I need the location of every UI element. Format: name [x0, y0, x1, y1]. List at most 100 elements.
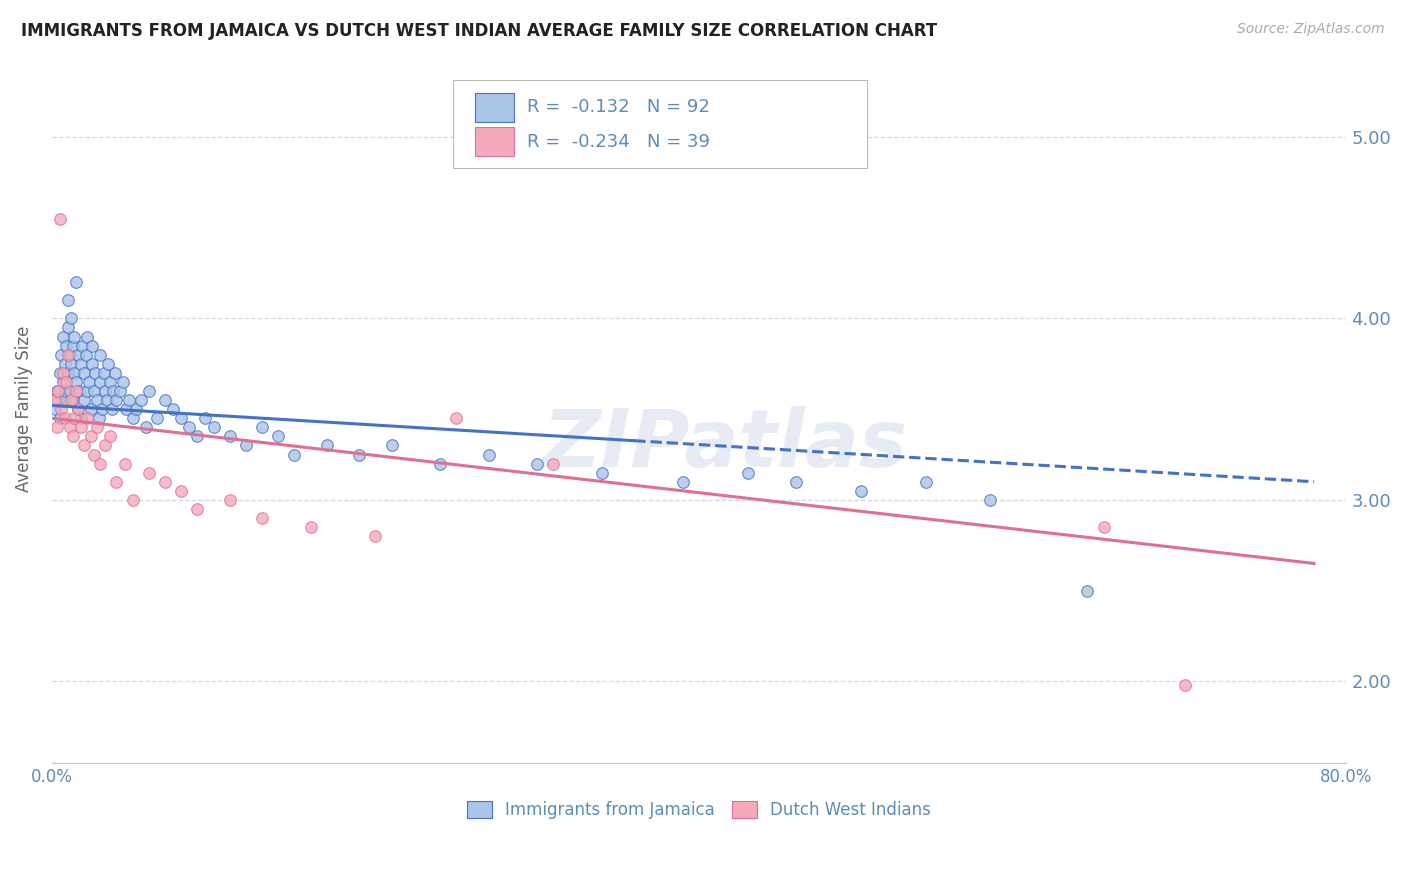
Point: [52, 366, 75, 380]
Point: [979, 492, 1001, 507]
Point: [67, 384, 90, 398]
Point: [73, 392, 96, 407]
Y-axis label: Average Family Size: Average Family Size: [15, 326, 32, 492]
Point: [121, 492, 143, 507]
Point: [51, 402, 73, 417]
Point: [218, 492, 240, 507]
Point: [86, 420, 108, 434]
Point: [785, 475, 807, 489]
Point: [58, 384, 80, 398]
Point: [87, 411, 110, 425]
Point: [76, 411, 98, 425]
Point: [53, 411, 76, 425]
Point: [170, 411, 193, 425]
Point: [52, 329, 75, 343]
Point: [186, 502, 208, 516]
Point: [63, 411, 86, 425]
Point: [97, 357, 120, 371]
Point: [179, 420, 201, 434]
Point: [84, 366, 107, 380]
Point: [45, 420, 67, 434]
Point: [186, 429, 208, 443]
Point: [153, 475, 176, 489]
Text: IMMIGRANTS FROM JAMAICA VS DUTCH WEST INDIAN AVERAGE FAMILY SIZE CORRELATION CHA: IMMIGRANTS FROM JAMAICA VS DUTCH WEST IN…: [21, 22, 938, 40]
Point: [55, 384, 77, 398]
Point: [63, 366, 86, 380]
Point: [162, 402, 184, 417]
Point: [202, 420, 225, 434]
Point: [60, 311, 83, 326]
FancyBboxPatch shape: [475, 127, 515, 156]
Point: [66, 402, 89, 417]
Point: [672, 475, 695, 489]
Point: [96, 392, 118, 407]
Point: [73, 438, 96, 452]
Point: [70, 420, 93, 434]
Point: [49, 211, 72, 226]
Point: [62, 429, 84, 443]
Point: [76, 329, 98, 343]
Point: [82, 357, 104, 371]
Point: [94, 384, 117, 398]
Point: [65, 384, 87, 398]
Point: [138, 384, 160, 398]
Text: Source: ZipAtlas.com: Source: ZipAtlas.com: [1237, 22, 1385, 37]
Point: [429, 457, 451, 471]
FancyBboxPatch shape: [453, 80, 868, 169]
Point: [66, 402, 89, 417]
Point: [591, 466, 613, 480]
Point: [60, 357, 83, 371]
Point: [118, 392, 141, 407]
Point: [75, 348, 97, 362]
Point: [65, 275, 87, 289]
Point: [121, 411, 143, 425]
Point: [89, 348, 111, 362]
Point: [53, 357, 76, 371]
Point: [111, 375, 134, 389]
Point: [364, 529, 387, 543]
Text: R =  -0.234   N = 39: R = -0.234 N = 39: [527, 133, 710, 152]
Point: [115, 402, 138, 417]
Point: [51, 348, 73, 362]
Point: [44, 392, 66, 407]
Point: [73, 366, 96, 380]
Point: [299, 520, 322, 534]
Point: [135, 420, 157, 434]
Point: [108, 384, 131, 398]
Point: [98, 375, 121, 389]
Point: [347, 448, 370, 462]
Point: [72, 338, 94, 352]
Point: [93, 366, 115, 380]
Point: [79, 429, 101, 443]
Point: [1092, 520, 1115, 534]
FancyBboxPatch shape: [475, 93, 515, 122]
Point: [46, 384, 69, 398]
Legend: Immigrants from Jamaica, Dutch West Indians: Immigrants from Jamaica, Dutch West Indi…: [460, 794, 938, 826]
Point: [104, 366, 127, 380]
Point: [83, 384, 105, 398]
Point: [56, 320, 79, 334]
Point: [60, 392, 83, 407]
Point: [52, 375, 75, 389]
Point: [62, 392, 84, 407]
Point: [77, 375, 100, 389]
Point: [70, 357, 93, 371]
Point: [283, 448, 305, 462]
Point: [56, 348, 79, 362]
Point: [100, 402, 122, 417]
Point: [153, 392, 176, 407]
Point: [146, 411, 169, 425]
Point: [235, 438, 257, 452]
Point: [49, 411, 72, 425]
Point: [86, 392, 108, 407]
Point: [76, 384, 98, 398]
Point: [82, 338, 104, 352]
Point: [250, 511, 273, 525]
Point: [194, 411, 217, 425]
Point: [55, 375, 77, 389]
Point: [103, 384, 125, 398]
Point: [543, 457, 565, 471]
Point: [70, 411, 93, 425]
Point: [125, 402, 148, 417]
Point: [849, 483, 872, 498]
